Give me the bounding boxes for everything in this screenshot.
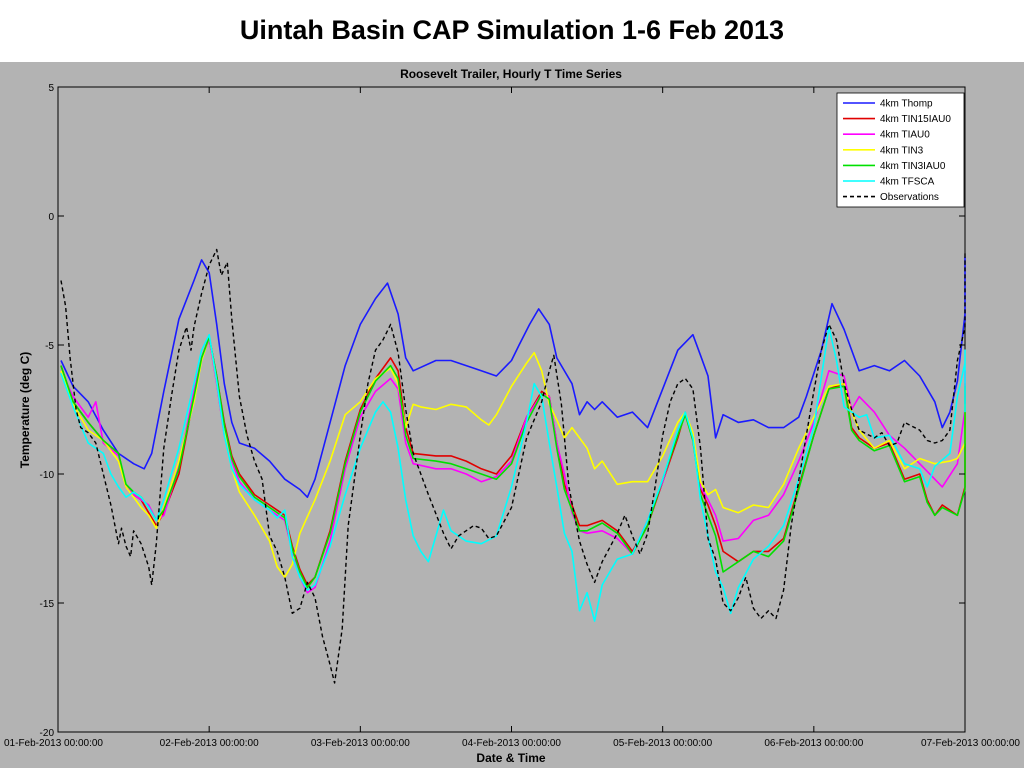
plot-area xyxy=(57,86,966,733)
figure-area: 5 0 -5 -10 -15 -20 01-Feb-2013 00:00:00 02-Feb-… xyxy=(0,62,1024,768)
y-axis-label: Temperature (deg C) xyxy=(18,352,32,468)
y-tick-label: -15 xyxy=(40,599,55,610)
x-tick-label: 02-Feb-2013 00:00:00 xyxy=(160,738,259,749)
legend-label-observations: Observations xyxy=(880,192,939,203)
x-tick-label: 07-Feb-2013 00:00:00 xyxy=(921,738,1020,749)
series-line-4km-tin3iau0 xyxy=(60,336,966,589)
x-tick-label: 05-Feb-2013 00:00:00 xyxy=(613,738,712,749)
legend-label-4km-thomp: 4km Thomp xyxy=(880,99,933,110)
legend-label-4km-tin3: 4km TIN3 xyxy=(880,145,924,156)
slide-title: Uintah Basin CAP Simulation 1-6 Feb 2013 xyxy=(239,14,785,45)
legend-label-4km-tin3iau0: 4km TIN3IAU0 xyxy=(880,161,946,172)
x-tick-label: 03-Feb-2013 00:00:00 xyxy=(311,738,410,749)
y-tick-label: 0 xyxy=(48,212,54,223)
y-tick-label: 5 xyxy=(48,83,54,94)
x-tick-label: 06-Feb-2013 00:00:00 xyxy=(764,738,863,749)
series-layer xyxy=(60,248,966,684)
series-line-4km-tfsca xyxy=(60,326,966,622)
legend: 4km Thomp 4km TIN15IAU0 4km TIAU0 4km TIN3 4… xyxy=(836,92,965,208)
y-tick-label: -20 xyxy=(40,728,55,739)
series-line-4km-thomp xyxy=(60,256,966,498)
y-tick-label: -10 xyxy=(40,470,55,481)
x-tick-label: 01-Feb-2013 00:00:00 xyxy=(4,738,103,749)
x-axis-label: Date & Time xyxy=(476,751,545,765)
legend-label-4km-tfsca: 4km TFSCA xyxy=(880,177,935,188)
legend-label-4km-tin15iau0: 4km TIN15IAU0 xyxy=(880,114,951,125)
y-tick-label: -5 xyxy=(45,341,54,352)
x-tick-label: 04-Feb-2013 00:00:00 xyxy=(462,738,561,749)
legend-label-4km-tiau0: 4km TIAU0 xyxy=(880,130,930,141)
series-line-observations xyxy=(60,248,966,684)
chart-title: Roosevelt Trailer, Hourly T Time Series xyxy=(400,67,622,81)
